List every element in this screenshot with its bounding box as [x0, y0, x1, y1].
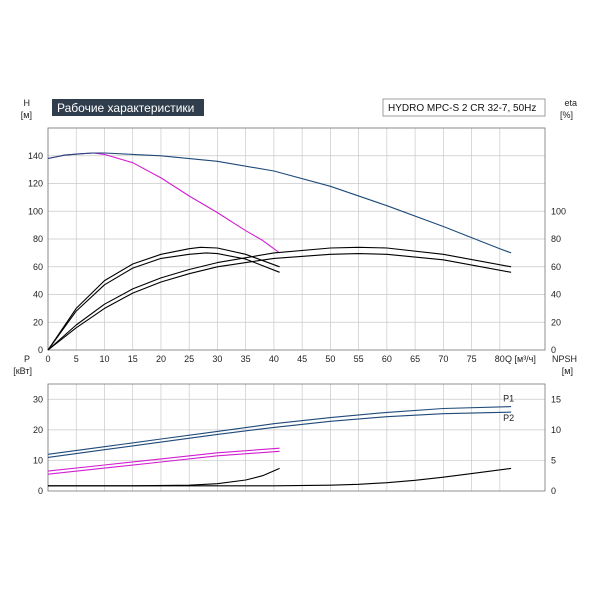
- x-tick-label: 25: [184, 354, 194, 364]
- x-tick-label: 65: [410, 354, 420, 364]
- series-line-0-3: [47, 252, 280, 351]
- right-axis-label: NPSH: [552, 354, 577, 364]
- x-tick-label: 20: [156, 354, 166, 364]
- right-axis-tick-label: 15: [551, 394, 561, 404]
- chart-title: Рабочие характеристики: [57, 101, 194, 115]
- right-axis-tick-label: 80: [551, 234, 561, 244]
- series-line-0-2: [47, 246, 280, 351]
- right-axis-tick-label: 100: [551, 206, 566, 216]
- left-axis-unit: [кВт]: [13, 366, 32, 376]
- right-axis-tick-label: 40: [551, 290, 561, 300]
- y-tick-label: 100: [28, 206, 43, 216]
- series-layer: [47, 152, 512, 487]
- pump-identifier: HYDRO MPC-S 2 CR 32-7, 50Hz: [388, 103, 536, 114]
- right-axis-tick-label: 10: [551, 425, 561, 435]
- x-tick-label: 80: [495, 354, 505, 364]
- right-axis-tick-label: 0: [551, 486, 556, 496]
- grid-layer: [47, 127, 545, 491]
- right-axis-tick-label: 20: [551, 317, 561, 327]
- right-axis-tick-label: 0: [551, 345, 556, 355]
- x-tick-label: 70: [438, 354, 448, 364]
- series-line-0-0: [47, 152, 280, 254]
- series-line-0-5: [47, 253, 512, 351]
- x-tick-label: 10: [99, 354, 109, 364]
- y-tick-label: 120: [28, 179, 43, 189]
- right-axis-tick-label: 5: [551, 455, 556, 465]
- left-axis-label: H: [24, 98, 31, 108]
- x-tick-label: 55: [354, 354, 364, 364]
- x-tick-label: 30: [212, 354, 222, 364]
- series-label-p2: P2: [503, 413, 514, 423]
- x-tick-label: 75: [467, 354, 477, 364]
- right-axis-unit: [м]: [562, 366, 573, 376]
- y-tick-label: 0: [38, 486, 43, 496]
- series-line-1-2: [47, 447, 280, 472]
- identifier-box: [382, 98, 546, 117]
- series-label-p1: P1: [503, 394, 514, 404]
- y-tick-label: 10: [33, 455, 43, 465]
- x-tick-label: 15: [128, 354, 138, 364]
- series-line-1-4: [48, 467, 280, 487]
- y-tick-label: 40: [33, 290, 43, 300]
- left-axis-label: P: [24, 354, 30, 364]
- plot-frame: [47, 127, 546, 351]
- series-line-p1: [47, 406, 512, 455]
- series-line-1-5: [48, 467, 512, 487]
- right-axis-tick-label: 60: [551, 262, 561, 272]
- axis-labels: 020406080100120140020406080100H[м]eta[%]…: [13, 98, 577, 496]
- right-axis-label: eta: [564, 98, 577, 108]
- x-tick-label: 45: [297, 354, 307, 364]
- series-line-0-4: [47, 246, 512, 351]
- x-tick-label: 5: [74, 354, 79, 364]
- x-tick-label: 0: [45, 354, 50, 364]
- title-box: [52, 99, 204, 116]
- plot-frames: [47, 127, 546, 492]
- left-axis-unit: [м]: [21, 110, 32, 120]
- x-tick-label: 35: [241, 354, 251, 364]
- x-tick-label: 40: [269, 354, 279, 364]
- y-tick-label: 140: [28, 151, 43, 161]
- plot-frame: [47, 383, 546, 492]
- x-axis-label: Q [м³/ч]: [505, 354, 536, 364]
- series-line-p2: [47, 411, 512, 458]
- x-tick-label: 60: [382, 354, 392, 364]
- right-axis-unit: [%]: [560, 110, 573, 120]
- y-tick-label: 80: [33, 234, 43, 244]
- y-tick-label: 0: [38, 345, 43, 355]
- series-line-1-3: [47, 450, 280, 475]
- y-tick-label: 30: [33, 394, 43, 404]
- series-line-0-1: [47, 152, 512, 254]
- y-tick-label: 20: [33, 425, 43, 435]
- y-tick-label: 20: [33, 317, 43, 327]
- x-tick-label: 50: [325, 354, 335, 364]
- y-tick-label: 60: [33, 262, 43, 272]
